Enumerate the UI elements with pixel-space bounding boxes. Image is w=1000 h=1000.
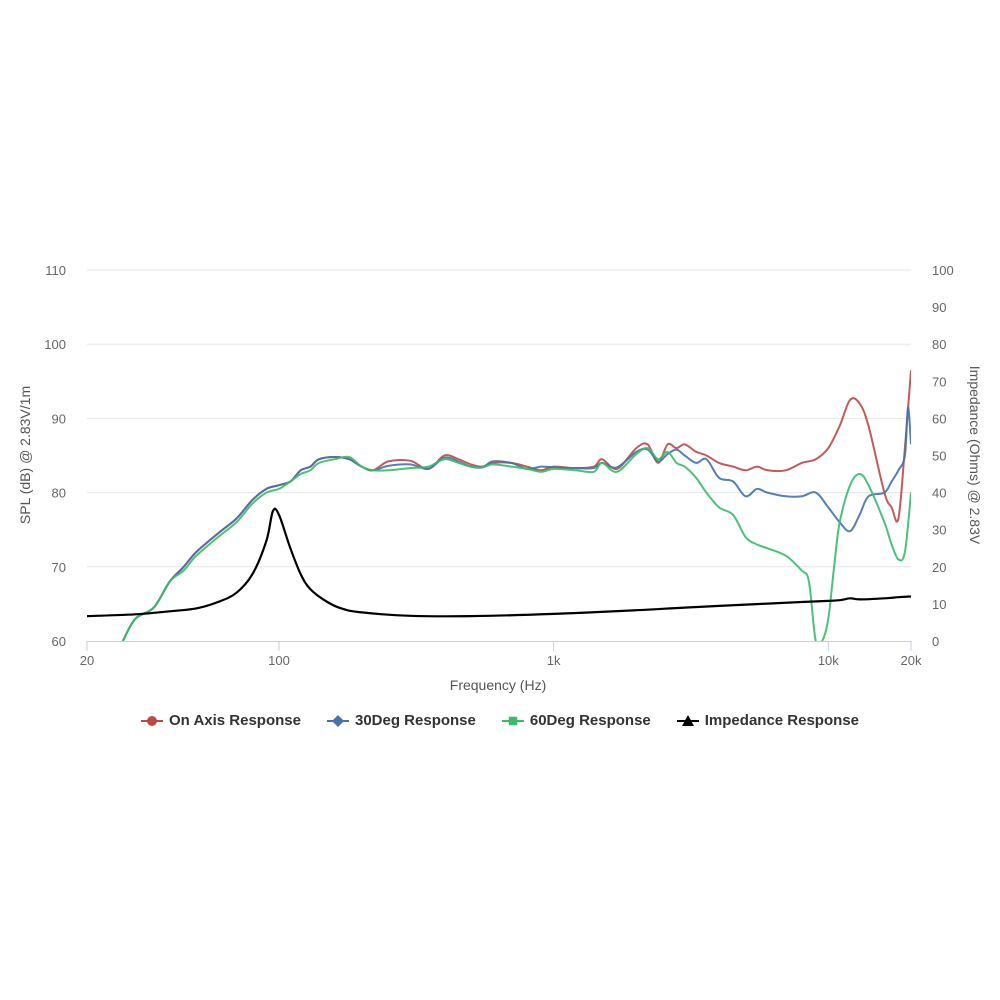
y2-tick-label: 30 xyxy=(932,523,946,538)
series-line-impedance-response xyxy=(87,507,911,618)
triangle-marker-icon xyxy=(676,714,699,728)
diamond-marker-icon xyxy=(326,714,349,728)
series-line-on-axis-response xyxy=(121,370,911,641)
series-lines xyxy=(87,370,911,641)
y-tick-label: 90 xyxy=(52,411,66,426)
y2-axis-title: Impedance (Ohms) @ 2.83V xyxy=(967,366,983,545)
legend-item-impedance[interactable]: Impedance Response xyxy=(676,712,859,729)
series-line-60deg-response xyxy=(121,446,911,641)
legend: On Axis Response 30Deg Response 60Deg Re… xyxy=(0,712,1000,729)
x-tick-label: 1k xyxy=(547,653,561,668)
grid xyxy=(87,269,911,568)
x-tick-label: 20 xyxy=(80,653,94,668)
y2-tick-label: 80 xyxy=(932,337,946,352)
legend-label: 60Deg Response xyxy=(529,712,651,729)
y2-tick-label: 20 xyxy=(932,560,946,575)
y-tick-label: 100 xyxy=(44,337,66,352)
y2-tick-label: 70 xyxy=(932,374,946,389)
y-axis-title: SPL (dB) @ 2.83V/1m xyxy=(17,386,33,524)
legend-item-on-axis[interactable]: On Axis Response xyxy=(141,712,301,729)
x-tick-label: 20k xyxy=(901,653,922,668)
legend-label: Impedance Response xyxy=(704,712,859,729)
y2-tick-label: 0 xyxy=(932,634,939,649)
y-tick-label: 70 xyxy=(52,560,66,575)
y2-tick-label: 50 xyxy=(932,449,946,464)
y-tick-label: 110 xyxy=(45,263,66,278)
y-tick-label: 60 xyxy=(52,634,66,649)
square-marker-icon xyxy=(501,714,524,728)
legend-label: 30Deg Response xyxy=(354,712,476,729)
circle-marker-icon xyxy=(141,714,163,728)
legend-item-60deg[interactable]: 60Deg Response xyxy=(501,712,651,729)
legend-item-30deg[interactable]: 30Deg Response xyxy=(326,712,476,729)
axes: 60 70 80 90 100 110 0 10 20 30 40 50 60 70 80 90 100 20 10… xyxy=(44,263,953,668)
x-axis-title: Frequency (Hz) xyxy=(450,677,546,693)
y2-tick-label: 90 xyxy=(932,300,946,315)
y2-tick-label: 40 xyxy=(932,486,946,501)
legend-label: On Axis Response xyxy=(169,712,301,729)
y2-tick-label: 100 xyxy=(932,263,954,278)
y2-tick-label: 10 xyxy=(932,597,946,612)
y-tick-label: 80 xyxy=(52,486,66,501)
x-tick-label: 100 xyxy=(268,653,290,668)
series-line-30deg-response xyxy=(121,406,911,641)
x-tick-label: 10k xyxy=(818,653,839,668)
y2-tick-label: 60 xyxy=(932,411,946,426)
